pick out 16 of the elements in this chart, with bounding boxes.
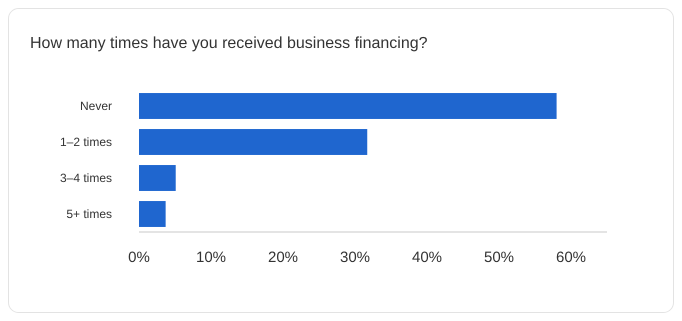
x-tick-label: 50% [484,249,514,266]
x-tick-label: 0% [128,249,150,266]
chart-title: How many times have you received business financing? [30,35,428,52]
y-tick-label: 1–2 times [60,135,112,150]
bar [139,129,368,155]
bar [139,165,176,191]
bar [139,93,557,119]
y-tick-label: 5+ times [66,207,112,222]
y-tick-label: Never [80,99,112,114]
x-tick-label: 10% [196,249,226,266]
x-tick-label: 20% [268,249,298,266]
y-tick-label: 3–4 times [60,171,112,186]
x-tick-label: 40% [412,249,442,266]
x-tick-label: 60% [556,249,586,266]
x-tick-label: 30% [340,249,370,266]
bar [139,201,166,227]
